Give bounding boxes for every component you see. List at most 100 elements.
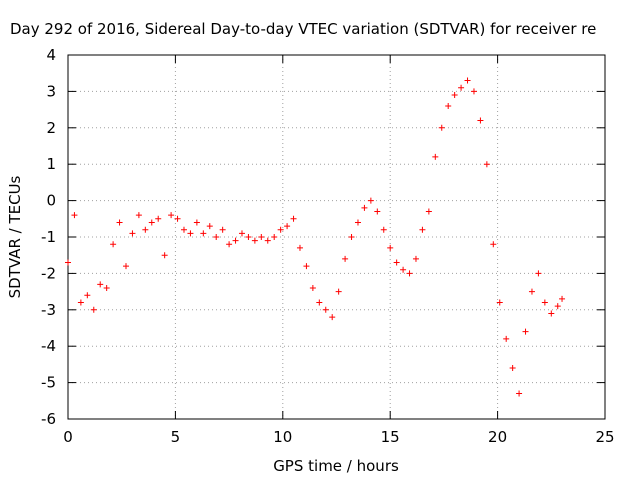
- data-point: [155, 215, 162, 222]
- y-tick-label: 0: [46, 192, 56, 210]
- data-point: [554, 303, 561, 310]
- data-point: [548, 310, 555, 317]
- data-point: [445, 102, 452, 109]
- data-point: [161, 252, 168, 259]
- data-point: [503, 335, 510, 342]
- data-point: [496, 299, 503, 306]
- data-point: [400, 266, 407, 273]
- data-point: [180, 226, 187, 233]
- data-point: [438, 124, 445, 131]
- data-point: [219, 226, 226, 233]
- data-point: [193, 219, 200, 226]
- data-point: [490, 241, 497, 248]
- y-tick-label: -5: [41, 374, 56, 392]
- data-point: [245, 234, 252, 240]
- data-point: [129, 230, 136, 237]
- data-point: [103, 284, 110, 291]
- data-point: [342, 255, 349, 262]
- y-tick-label: 4: [46, 46, 56, 64]
- data-point: [90, 306, 97, 313]
- data-point: [316, 299, 323, 306]
- x-tick-label: 25: [595, 428, 614, 446]
- y-tick-label: 1: [46, 155, 56, 173]
- data-point: [483, 161, 490, 168]
- data-point: [232, 237, 239, 244]
- y-axis-title: SDTVAR / TECUs: [6, 175, 24, 298]
- y-tick-label: -2: [41, 264, 56, 282]
- data-point: [226, 241, 233, 248]
- data-point: [200, 230, 207, 237]
- data-point: [322, 306, 329, 313]
- data-point: [387, 244, 394, 251]
- data-point: [303, 263, 310, 270]
- x-tick-label: 10: [273, 428, 292, 446]
- data-point: [122, 263, 129, 270]
- data-point: [271, 234, 278, 240]
- data-point: [290, 215, 297, 222]
- data-point: [251, 237, 258, 244]
- data-point: [142, 226, 149, 233]
- data-series-sdtvar: [65, 77, 566, 397]
- data-point: [348, 234, 355, 240]
- data-point: [522, 328, 529, 335]
- data-point: [374, 208, 381, 215]
- data-point: [258, 234, 265, 240]
- y-tick-label: -3: [41, 301, 56, 319]
- data-point: [406, 270, 413, 277]
- data-point: [277, 226, 284, 233]
- data-point: [206, 223, 213, 230]
- data-point: [335, 288, 342, 295]
- data-point: [541, 299, 548, 306]
- data-point: [213, 234, 220, 240]
- data-point: [535, 270, 542, 277]
- data-point: [84, 292, 91, 299]
- x-tick-label: 15: [381, 428, 400, 446]
- data-point: [264, 237, 271, 244]
- data-point: [97, 281, 104, 288]
- x-axis-title: GPS time / hours: [273, 457, 399, 475]
- data-point: [135, 212, 142, 219]
- data-point: [412, 255, 419, 262]
- data-point: [464, 77, 471, 84]
- data-point: [168, 212, 175, 219]
- data-point: [559, 295, 566, 302]
- data-point: [77, 299, 84, 306]
- y-tick-label: 3: [46, 82, 56, 100]
- data-point: [470, 88, 477, 95]
- chart-title: Day 292 of 2016, Sidereal Day-to-day VTE…: [10, 20, 596, 38]
- data-point: [516, 390, 523, 397]
- data-point: [148, 219, 155, 226]
- data-point: [238, 230, 245, 237]
- x-tick-label: 0: [63, 428, 73, 446]
- data-point: [65, 259, 71, 266]
- data-point: [361, 204, 368, 211]
- data-point: [509, 365, 516, 372]
- data-point: [71, 212, 78, 219]
- data-point: [284, 223, 291, 230]
- y-tick-label: -6: [41, 410, 56, 428]
- data-point: [393, 259, 400, 266]
- data-point: [528, 288, 535, 295]
- data-point: [296, 244, 303, 251]
- data-point: [174, 215, 181, 222]
- data-point: [110, 241, 117, 248]
- data-point: [380, 226, 387, 233]
- data-point: [458, 84, 465, 91]
- data-point: [432, 153, 439, 160]
- data-point: [187, 230, 194, 237]
- data-point: [309, 284, 316, 291]
- data-point: [451, 92, 458, 99]
- data-point: [329, 314, 336, 321]
- data-point: [116, 219, 123, 226]
- data-point: [425, 208, 432, 215]
- x-tick-label: 20: [488, 428, 507, 446]
- y-tick-label: -1: [41, 228, 56, 246]
- data-point: [354, 219, 361, 226]
- x-tick-label: 5: [171, 428, 181, 446]
- grid-lines: [68, 55, 605, 419]
- data-point: [367, 197, 374, 204]
- axis-ticks: 0 5 10 15 20 25 -6 -5 -4 -3 -2 -1 0 1 2 3 4: [41, 46, 615, 446]
- y-tick-label: 2: [46, 119, 56, 137]
- data-point: [419, 226, 426, 233]
